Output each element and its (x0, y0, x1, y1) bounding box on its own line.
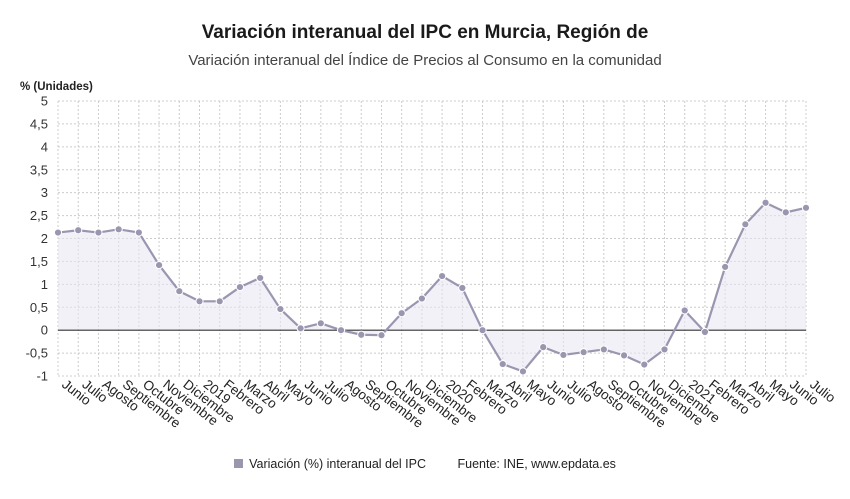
data-point[interactable] (195, 297, 204, 306)
y-tick-label: 2 (41, 231, 48, 246)
data-point[interactable] (721, 262, 730, 272)
data-point[interactable] (660, 345, 669, 354)
y-tick-label: -0,5 (26, 346, 48, 361)
y-tick-label: 1,5 (30, 254, 48, 269)
data-point[interactable] (417, 294, 426, 303)
y-tick-label: -1 (36, 369, 48, 384)
data-point[interactable] (680, 306, 689, 315)
source-label: Fuente: INE, www.epdata.es (457, 457, 616, 471)
data-point[interactable] (276, 304, 285, 314)
data-point[interactable] (94, 228, 103, 237)
data-point[interactable] (761, 198, 770, 207)
series-area (58, 202, 806, 372)
data-point[interactable] (539, 343, 548, 352)
data-point[interactable] (154, 260, 164, 270)
data-point[interactable] (498, 359, 507, 369)
data-point[interactable] (316, 319, 325, 328)
y-tick-label: 4 (41, 139, 48, 154)
y-tick-label: 0 (41, 323, 48, 338)
data-point[interactable] (741, 220, 750, 229)
chart-title: Variación interanual del IPC en Murcia, … (201, 22, 649, 43)
chart-subtitle: Variación interanual del Índice de Preci… (188, 52, 662, 69)
data-point[interactable] (518, 367, 528, 376)
data-point[interactable] (74, 226, 83, 235)
data-point[interactable] (640, 360, 649, 369)
data-point[interactable] (458, 283, 467, 293)
data-point[interactable] (781, 208, 790, 217)
legend-label: Variación (%) interanual del IPC (249, 457, 427, 471)
data-point[interactable] (599, 345, 608, 354)
data-point[interactable] (235, 282, 245, 292)
data-point[interactable] (296, 324, 305, 333)
data-point[interactable] (357, 330, 366, 339)
data-point[interactable] (215, 297, 224, 306)
data-point[interactable] (134, 228, 143, 237)
data-point[interactable] (256, 273, 265, 283)
data-point[interactable] (397, 309, 406, 318)
data-point[interactable] (801, 203, 811, 212)
y-tick-label: 2,5 (30, 208, 48, 223)
data-point[interactable] (377, 331, 386, 340)
data-point[interactable] (336, 326, 346, 335)
data-point[interactable] (478, 326, 487, 335)
legend-swatch (234, 459, 244, 468)
y-tick-label: 3 (41, 185, 48, 200)
y-tick-label: 1 (41, 277, 48, 292)
data-point[interactable] (559, 350, 568, 360)
legend: Variación (%) interanual del IPC Fuente:… (0, 457, 850, 471)
y-tick-label: 0,5 (30, 300, 48, 315)
data-point[interactable] (700, 327, 710, 337)
y-tick-label: 3,5 (30, 162, 48, 177)
data-point[interactable] (53, 228, 63, 237)
y-axis-label: % (Unidades) (20, 81, 93, 93)
data-point[interactable] (619, 351, 629, 360)
y-tick-label: 5 (41, 94, 48, 109)
data-point[interactable] (579, 348, 588, 357)
data-point[interactable] (114, 225, 123, 234)
y-tick-label: 4,5 (30, 116, 48, 131)
data-point[interactable] (438, 271, 447, 281)
data-point[interactable] (175, 287, 184, 296)
